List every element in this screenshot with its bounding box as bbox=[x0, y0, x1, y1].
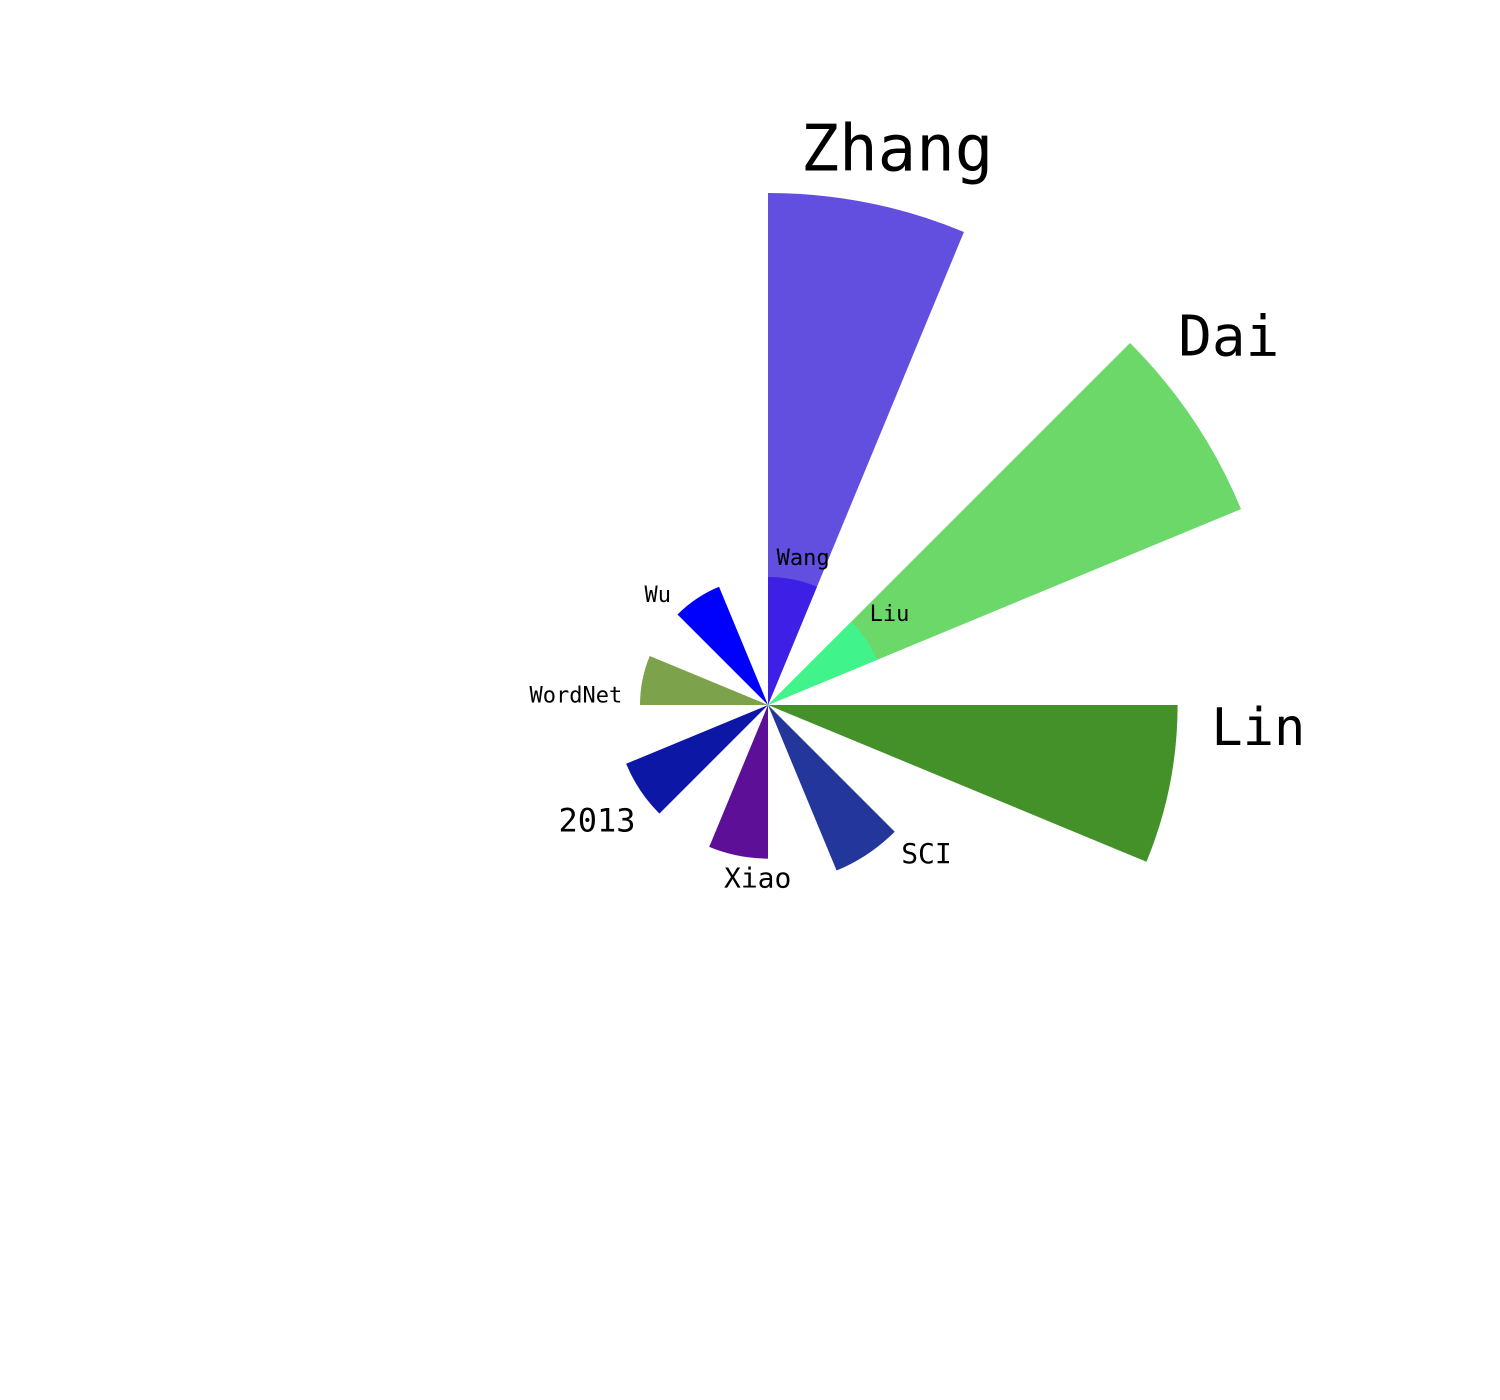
label-2013: 2013 bbox=[558, 802, 635, 840]
sector-sci bbox=[768, 705, 895, 871]
label-liu: Liu bbox=[870, 602, 910, 627]
label-wu: Wu bbox=[645, 583, 672, 608]
chart-sectors bbox=[626, 193, 1242, 871]
sector-liu bbox=[768, 621, 877, 705]
label-wordnet: WordNet bbox=[529, 683, 622, 708]
sector-xiao bbox=[709, 705, 768, 859]
chart-labels: Zhang Dai Lin SCI Xiao 2013 WordNet Wu Wang Liu bbox=[529, 112, 1305, 894]
sector-wordnet bbox=[639, 656, 768, 705]
label-wang: Wang bbox=[777, 546, 830, 571]
sector-wang bbox=[768, 576, 817, 705]
label-zhang: Zhang bbox=[801, 112, 994, 186]
sector-lin bbox=[768, 705, 1178, 862]
label-sci: SCI bbox=[901, 837, 952, 870]
sector-zhang bbox=[768, 193, 964, 705]
label-xiao: Xiao bbox=[724, 862, 791, 895]
label-dai: Dai bbox=[1178, 305, 1279, 370]
sector-dai bbox=[768, 342, 1242, 705]
sector-2013 bbox=[626, 705, 768, 814]
sector-wu bbox=[677, 586, 768, 705]
label-lin: Lin bbox=[1211, 698, 1305, 758]
